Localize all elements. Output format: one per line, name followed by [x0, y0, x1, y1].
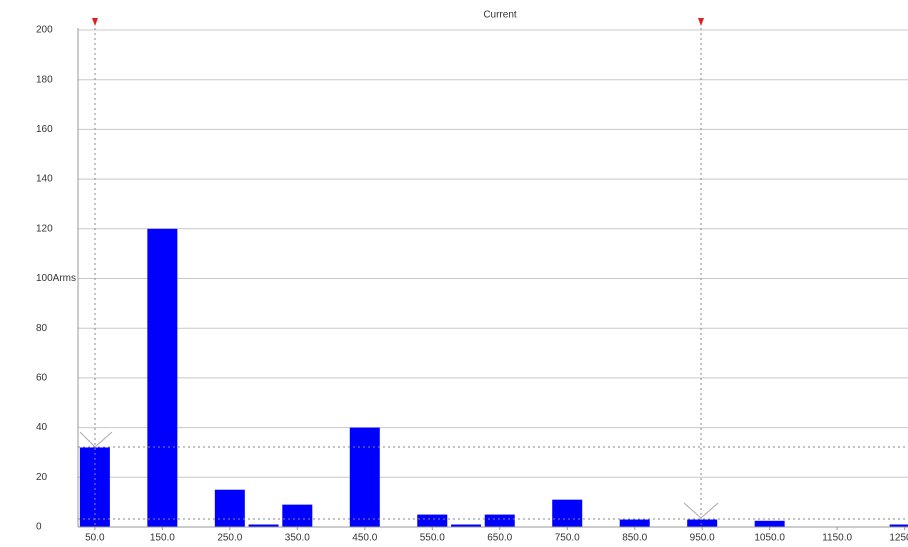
bar: [349, 427, 380, 527]
y-tick-label: 80: [36, 323, 48, 334]
x-tick-label: 50.0: [85, 533, 105, 544]
bar: [687, 519, 718, 527]
y-tick-label: 140: [36, 174, 53, 185]
bar: [754, 520, 785, 527]
bar: [417, 514, 448, 527]
x-tick-label: 350.0: [285, 533, 310, 544]
bar: [214, 489, 245, 527]
x-tick-label: 850.0: [622, 533, 647, 544]
cursor-marker: [79, 431, 113, 448]
y-tick-label: 100Arms: [36, 273, 76, 284]
bar: [619, 519, 650, 527]
cursor-marker: [683, 502, 719, 519]
cursor-handle: [92, 18, 98, 26]
x-tick-label: 750.0: [555, 533, 580, 544]
bar: [552, 499, 583, 527]
y-tick-label: 20: [36, 472, 48, 483]
grid: [78, 29, 908, 528]
cursor-handle: [698, 18, 704, 26]
y-tick-label: 200: [36, 25, 53, 36]
bar: [147, 228, 178, 528]
bar: [282, 504, 313, 527]
y-tick-label: 160: [36, 124, 53, 135]
x-tick-label: 250.0: [217, 533, 242, 544]
x-tick-label: 1050.0: [754, 533, 785, 544]
bar: [451, 524, 482, 527]
y-tick-label: 120: [36, 223, 53, 234]
y-tick-label: 40: [36, 422, 48, 433]
y-tick-label: 60: [36, 373, 48, 384]
bar: [484, 514, 515, 527]
x-tick-label: 550.0: [420, 533, 445, 544]
x-tick-label: 450.0: [352, 533, 377, 544]
chart-title: Current: [483, 10, 517, 21]
y-tick-label: 180: [36, 74, 53, 85]
x-tick-label: 1150.0: [822, 533, 852, 544]
x-tick-label: 950.0: [690, 533, 715, 544]
x-tick-label: 150.0: [150, 533, 175, 544]
cursors: [78, 18, 908, 527]
y-tick-label: 0: [36, 522, 42, 533]
bar: [248, 524, 279, 527]
x-tick-label: 650.0: [487, 533, 512, 544]
x-tick-label: 1250.0: [889, 533, 908, 544]
bars: [79, 228, 908, 528]
bar: [889, 524, 908, 527]
